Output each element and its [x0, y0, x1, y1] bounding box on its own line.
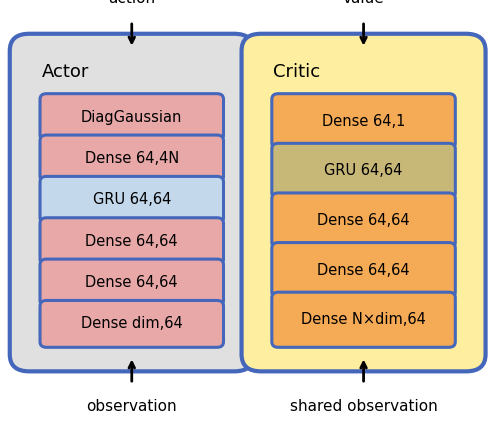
FancyBboxPatch shape	[40, 218, 224, 265]
Text: Dense 64,1: Dense 64,1	[322, 114, 405, 129]
Text: Dense 64,64: Dense 64,64	[317, 213, 410, 228]
Text: Dense dim,64: Dense dim,64	[81, 316, 183, 331]
Text: value: value	[343, 0, 385, 6]
Text: Dense 64,4N: Dense 64,4N	[84, 151, 179, 166]
Text: Dense 64,64: Dense 64,64	[85, 234, 178, 249]
Text: Critic: Critic	[273, 63, 321, 81]
Text: Dense 64,64: Dense 64,64	[317, 262, 410, 278]
Text: action: action	[108, 0, 155, 6]
Text: observation: observation	[86, 399, 177, 414]
FancyBboxPatch shape	[272, 193, 455, 248]
Text: GRU 64,64: GRU 64,64	[325, 163, 403, 179]
FancyBboxPatch shape	[272, 143, 455, 198]
Text: Actor: Actor	[41, 63, 89, 81]
FancyBboxPatch shape	[242, 34, 486, 371]
Text: Dense N×dim,64: Dense N×dim,64	[301, 312, 426, 327]
FancyBboxPatch shape	[272, 243, 455, 298]
Text: Dense 64,64: Dense 64,64	[85, 275, 178, 290]
FancyBboxPatch shape	[40, 300, 224, 347]
FancyBboxPatch shape	[272, 292, 455, 347]
FancyBboxPatch shape	[272, 94, 455, 149]
Text: shared observation: shared observation	[290, 399, 437, 414]
FancyBboxPatch shape	[10, 34, 254, 371]
Text: DiagGaussian: DiagGaussian	[81, 110, 183, 124]
FancyBboxPatch shape	[40, 94, 224, 141]
FancyBboxPatch shape	[40, 176, 224, 223]
FancyBboxPatch shape	[40, 135, 224, 182]
Text: GRU 64,64: GRU 64,64	[93, 192, 171, 207]
FancyBboxPatch shape	[40, 259, 224, 306]
